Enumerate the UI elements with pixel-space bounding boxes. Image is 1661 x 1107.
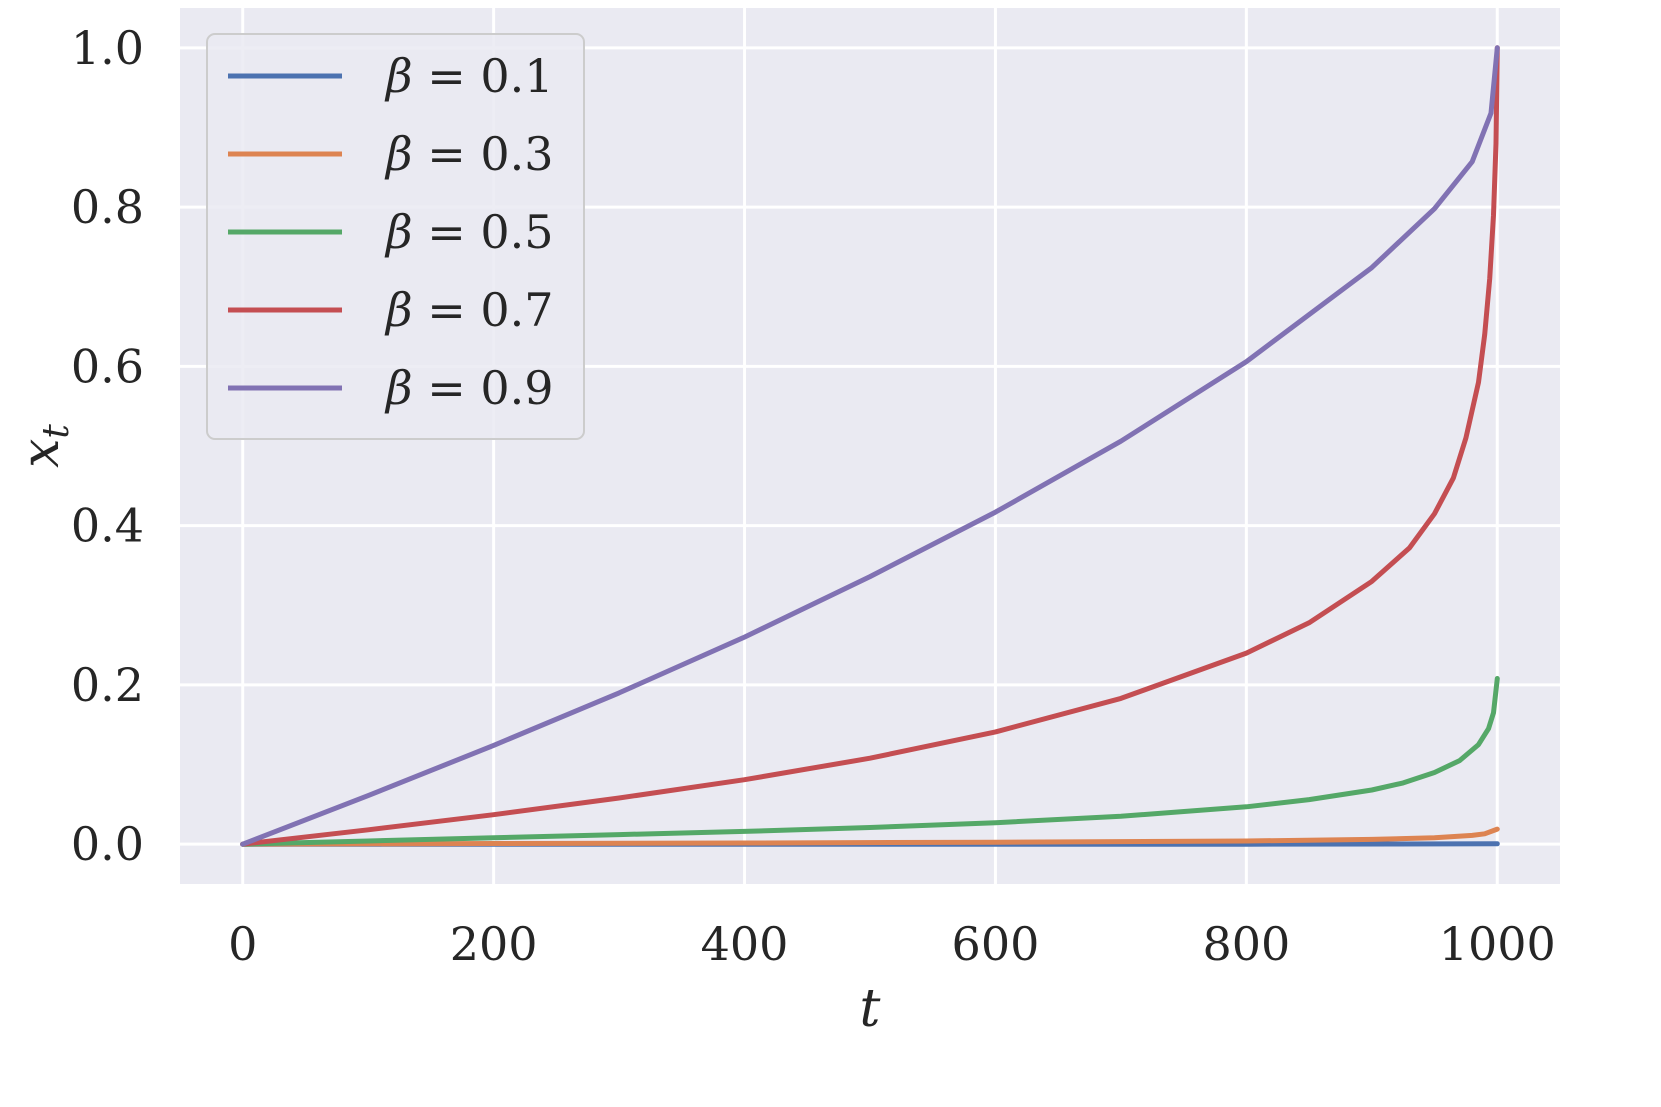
legend-label: β = 0.1 [384, 49, 554, 103]
legend-label: β = 0.7 [384, 283, 554, 337]
y-tick-label: 0.2 [71, 658, 144, 712]
series-line-0-9 [240, 45, 1500, 847]
grid [180, 8, 1560, 884]
y-tick-label: 1.0 [71, 21, 144, 75]
series-line-0-3 [240, 826, 1500, 847]
y-axis-label-subscript: t [36, 424, 77, 439]
x-axis-label: t [860, 979, 881, 1039]
legend-label: β = 0.9 [384, 361, 554, 415]
x-tick-label: 1000 [1439, 917, 1556, 971]
y-tick-label: 0.0 [71, 817, 144, 871]
y-axis-label-text: xt [11, 424, 77, 468]
x-tick-label: 200 [450, 917, 538, 971]
y-axis-ticks: 0.0 0.2 0.4 0.6 0.8 1.0 [71, 21, 144, 871]
legend: β = 0.1 β = 0.3 β = 0.5 β = 0.7 β = 0.9 [206, 33, 585, 440]
x-tick-label: 600 [952, 917, 1040, 971]
x-axis-ticks: 0 200 400 600 800 1000 [228, 917, 1556, 971]
y-tick-label: 0.4 [71, 499, 144, 553]
legend-label: β = 0.5 [384, 205, 554, 259]
y-tick-label: 0.8 [71, 180, 144, 234]
series-line-0-5 [240, 676, 1500, 847]
series-lines [240, 45, 1500, 847]
y-tick-label: 0.6 [71, 339, 144, 393]
y-axis-label: xt [11, 424, 77, 468]
y-axis-label-main: x [11, 439, 71, 468]
series-line-0-7 [240, 45, 1500, 847]
legend-label: β = 0.3 [384, 127, 554, 181]
legend-frame [206, 33, 585, 440]
x-tick-label: 0 [228, 917, 257, 971]
x-tick-label: 400 [701, 917, 789, 971]
x-tick-label: 800 [1202, 917, 1290, 971]
